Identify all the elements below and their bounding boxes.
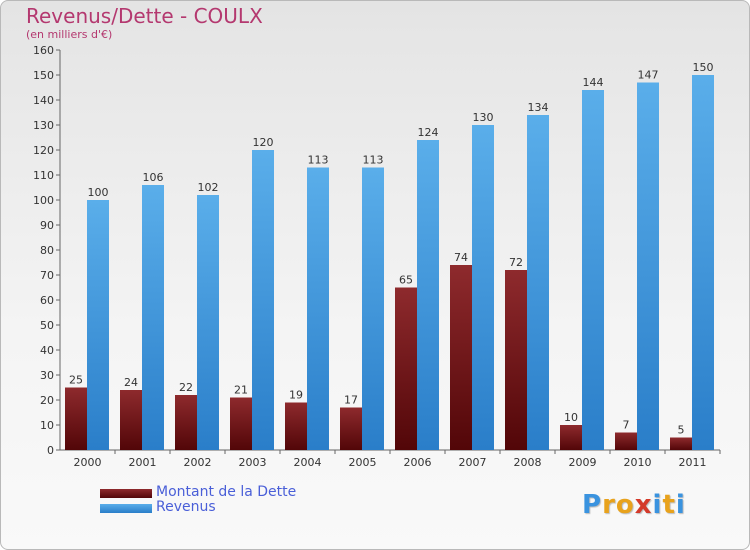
data-label-revenue: 124 (418, 126, 439, 139)
x-tick-label: 2000 (74, 456, 102, 469)
y-tick-label: 10 (40, 419, 54, 432)
bar-debt (670, 437, 692, 450)
y-tick-label: 30 (40, 369, 54, 382)
y-tick-label: 140 (33, 94, 54, 107)
bar-debt (230, 397, 252, 450)
x-tick-label: 2010 (624, 456, 652, 469)
y-tick-label: 80 (40, 244, 54, 257)
bar-revenue (87, 200, 109, 450)
y-tick-label: 70 (40, 269, 54, 282)
legend-swatch-revenue (100, 504, 152, 513)
data-label-revenue: 130 (473, 111, 494, 124)
data-label-revenue: 106 (143, 171, 164, 184)
bar-revenue (472, 125, 494, 450)
y-tick-label: 40 (40, 344, 54, 357)
bar-debt (615, 432, 637, 450)
bar-debt (505, 270, 527, 450)
logo-letter: r (602, 490, 616, 520)
x-tick-label: 2001 (129, 456, 157, 469)
x-tick-label: 2006 (404, 456, 432, 469)
data-label-revenue: 102 (198, 181, 219, 194)
legend-swatch-debt (100, 489, 152, 498)
logo-letter: P (582, 490, 603, 520)
bar-debt (285, 402, 307, 450)
x-tick-label: 2009 (569, 456, 597, 469)
logo-letter: i (652, 490, 663, 520)
data-label-revenue: 100 (88, 186, 109, 199)
bar-revenue (417, 140, 439, 450)
data-label-revenue: 150 (693, 61, 714, 74)
logo-letter: i (675, 490, 686, 520)
data-label-debt: 22 (179, 381, 193, 394)
y-tick-label: 130 (33, 119, 54, 132)
x-tick-label: 2011 (679, 456, 707, 469)
data-label-debt: 17 (344, 394, 358, 407)
bar-debt (65, 387, 87, 450)
y-tick-label: 150 (33, 69, 54, 82)
bar-revenue (362, 167, 384, 450)
bar-debt (560, 425, 582, 450)
data-label-debt: 19 (289, 389, 303, 402)
data-label-debt: 25 (69, 374, 83, 387)
y-tick-label: 100 (33, 194, 54, 207)
data-label-debt: 72 (509, 256, 523, 269)
bar-revenue (252, 150, 274, 450)
legend-label-revenue: Revenus (156, 499, 216, 515)
logo-letter: x (634, 490, 653, 520)
data-label-debt: 5 (678, 424, 685, 437)
y-tick-label: 110 (33, 169, 54, 182)
data-label-revenue: 147 (638, 69, 659, 82)
bar-revenue (692, 75, 714, 450)
bar-revenue (582, 90, 604, 450)
y-tick-label: 60 (40, 294, 54, 307)
logo-letter: o (615, 490, 635, 520)
chart-title: Revenus/Dette - COULX (26, 4, 263, 28)
axes: 0 10 20 30 40 50 60 70 80 90 100 110 120 130 140 150 160… (33, 44, 721, 469)
data-labels: 25 100 24 106 22 102 21 120 19 113 17 113 65 124 74 130… (69, 61, 714, 437)
y-tick-label: 20 (40, 394, 54, 407)
bar-debt (175, 395, 197, 450)
data-label-revenue: 144 (583, 76, 604, 89)
data-label-revenue: 113 (363, 154, 384, 167)
bar-revenue (197, 195, 219, 450)
data-label-revenue: 120 (253, 136, 274, 149)
data-label-debt: 24 (124, 376, 138, 389)
data-label-revenue: 134 (528, 101, 549, 114)
bars (65, 75, 714, 450)
bar-revenue (527, 115, 549, 450)
y-tick-label: 120 (33, 144, 54, 157)
x-tick-label: 2004 (294, 456, 322, 469)
bar-revenue (637, 82, 659, 450)
data-label-debt: 74 (454, 251, 468, 264)
legend-label-debt: Montant de la Dette (156, 484, 297, 500)
x-tick-label: 2002 (184, 456, 212, 469)
proxiti-logo: Proxiti (582, 490, 686, 520)
data-label-debt: 65 (399, 274, 413, 287)
y-tick-label: 90 (40, 219, 54, 232)
y-tick-label: 0 (47, 444, 54, 457)
bar-debt (120, 390, 142, 450)
data-label-debt: 10 (564, 411, 578, 424)
x-tick-label: 2003 (239, 456, 267, 469)
x-tick-label: 2005 (349, 456, 377, 469)
x-tick-label: 2007 (459, 456, 487, 469)
x-tick-label: 2008 (514, 456, 542, 469)
bar-debt (395, 287, 417, 450)
y-tick-label: 160 (33, 44, 54, 57)
bar-debt (340, 407, 362, 450)
y-tick-label: 50 (40, 319, 54, 332)
logo-letter: t (662, 490, 676, 520)
chart-subtitle: (en milliers d'€) (26, 28, 113, 41)
data-label-revenue: 113 (308, 154, 329, 167)
bar-debt (450, 265, 472, 450)
bar-revenue (142, 185, 164, 450)
data-label-debt: 7 (623, 419, 630, 432)
bar-revenue (307, 167, 329, 450)
data-label-debt: 21 (234, 384, 248, 397)
